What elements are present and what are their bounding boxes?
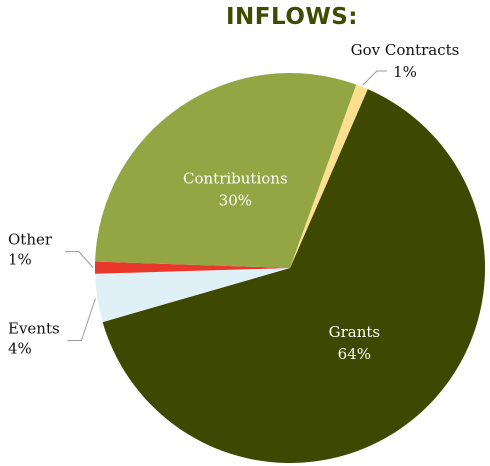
leader-line-gov-contracts xyxy=(362,70,387,86)
slice-label-grants-pct: 64% xyxy=(338,345,371,363)
slice-label-other-pct: 1% xyxy=(8,251,32,269)
leader-line-other xyxy=(65,251,94,268)
slice-labels: Grants 64% Events 4% Other 1% Contributions 30%… xyxy=(8,41,459,363)
pie-slice-gov-contracts xyxy=(290,84,368,268)
slice-label-other-name: Other xyxy=(8,231,53,249)
slice-label-events-pct: 4% xyxy=(8,339,32,357)
slice-label-gov-contracts-pct: 1% xyxy=(393,63,417,81)
slice-label-contributions-name: Contributions xyxy=(183,169,288,187)
slice-label-grants-name: Grants xyxy=(329,323,380,341)
pie-slice-other xyxy=(95,261,290,274)
leader-line-events xyxy=(67,298,96,341)
chart-title: INFLOWS: xyxy=(225,4,359,30)
slice-label-events-name: Events xyxy=(8,319,60,337)
leader-lines xyxy=(65,70,387,341)
pie-slice-contributions xyxy=(95,72,357,268)
slice-label-contributions-pct: 30% xyxy=(219,191,252,209)
pie-slice-grants xyxy=(102,89,485,463)
pie-slices xyxy=(95,72,485,463)
slice-label-gov-contracts-name: Gov Contracts xyxy=(351,41,460,59)
pie-slice-events xyxy=(95,268,290,323)
